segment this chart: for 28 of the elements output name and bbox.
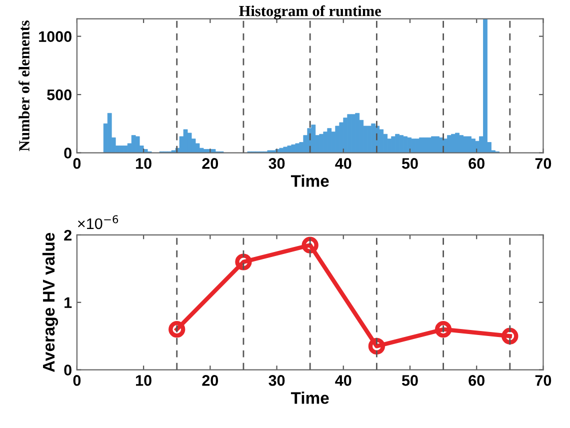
x-tick-label: 50 [402, 375, 418, 386]
x-tick-label: 70 [535, 375, 552, 386]
text: ×10$^{−6}$ [78, 215, 118, 230]
y-tick-label: 2 [64, 230, 72, 241]
x-tick-label: 50 [402, 158, 418, 169]
x-tick-label: 10 [136, 375, 152, 386]
x-tick-label: 10 [136, 158, 152, 169]
y-tick-label: 0 [64, 364, 72, 376]
y-axis-title: Number of elements [18, 20, 30, 152]
x-tick-label: 60 [468, 375, 484, 386]
y-axis-title: Average HV value [42, 232, 58, 372]
x-tick-label: 60 [468, 158, 484, 169]
x-axis-title: Time [290, 392, 329, 404]
chart-title: Histogram of runtime [239, 5, 381, 20]
x-tick-label: 40 [335, 375, 352, 386]
x-tick-label: 0 [73, 158, 81, 169]
x-tick-label: 20 [202, 375, 218, 386]
x-tick-label: 30 [268, 375, 285, 386]
y-tick-label: 1 [64, 297, 72, 308]
y-tick-label: 0 [64, 148, 72, 158]
x-tick-label: 40 [335, 158, 352, 169]
y-tick-label: 500 [47, 89, 72, 100]
x-tick-label: 30 [268, 158, 285, 169]
x-tick-label: 20 [202, 158, 218, 169]
x-axis-title: Time [290, 174, 329, 187]
y-tick-label: 1000 [39, 31, 72, 42]
x-tick-label: 70 [535, 158, 552, 169]
x-tick-label: 0 [73, 375, 81, 386]
